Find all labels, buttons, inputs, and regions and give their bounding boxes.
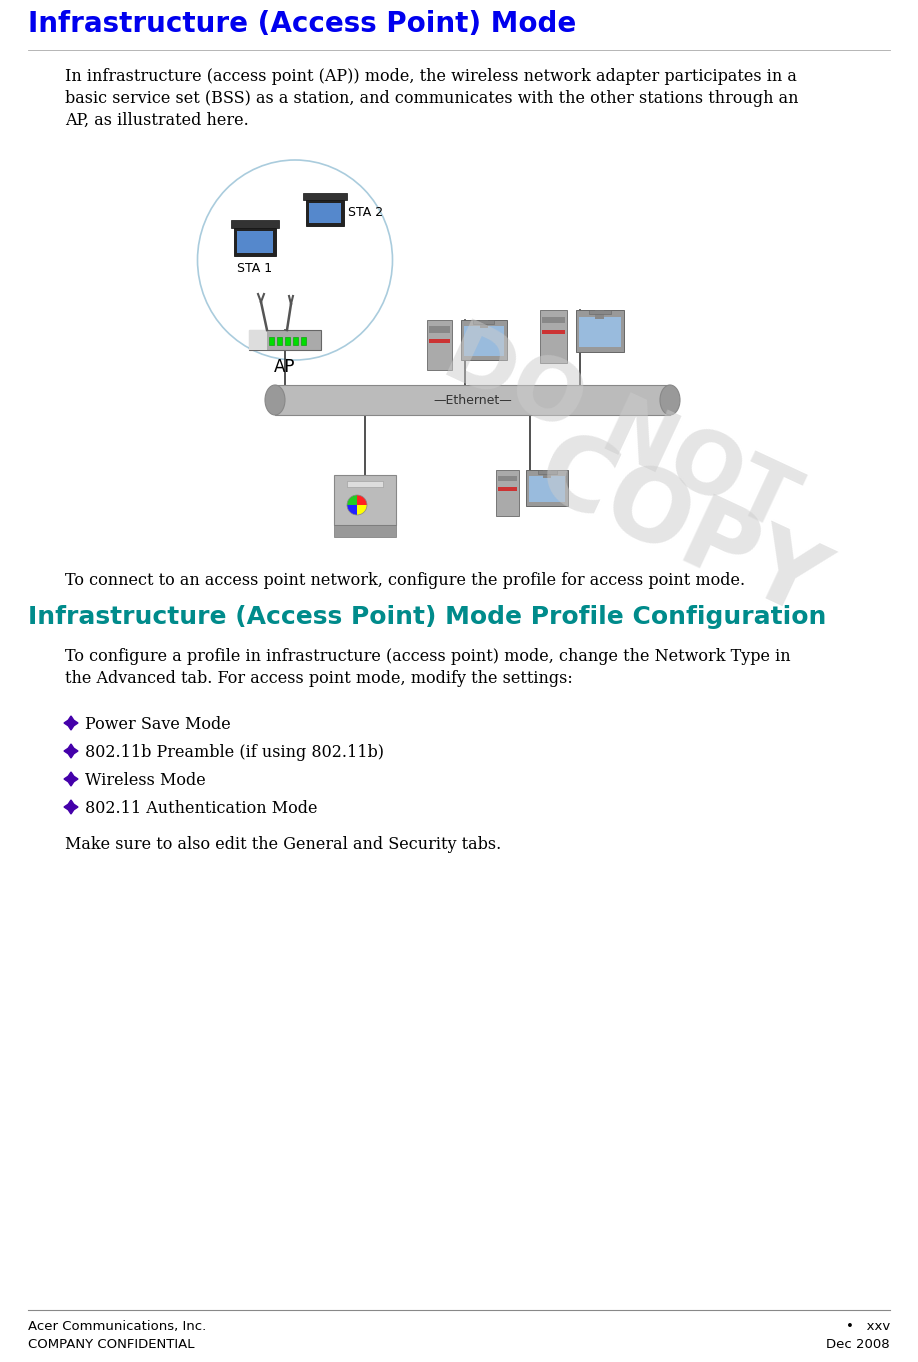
- Bar: [334, 475, 396, 524]
- Text: Acer Communications, Inc.: Acer Communications, Inc.: [28, 1320, 207, 1333]
- Bar: [529, 475, 565, 503]
- Bar: [334, 524, 396, 537]
- Bar: [538, 470, 556, 474]
- Wedge shape: [347, 505, 357, 515]
- Text: To configure a profile in infrastructure (access point) mode, change the Network: To configure a profile in infrastructure…: [65, 648, 790, 665]
- Text: 802.11 Authentication Mode: 802.11 Authentication Mode: [85, 799, 318, 817]
- Text: STA 2: STA 2: [348, 207, 383, 219]
- Bar: [234, 227, 276, 256]
- Text: Wireless Mode: Wireless Mode: [85, 772, 206, 789]
- Text: DO NOT: DO NOT: [431, 312, 809, 548]
- Bar: [526, 470, 568, 507]
- Bar: [430, 339, 451, 343]
- Text: —Ethernet—: —Ethernet—: [433, 394, 512, 406]
- Bar: [430, 327, 451, 332]
- Bar: [427, 320, 453, 370]
- Bar: [474, 320, 495, 324]
- Text: the Advanced tab. For access point mode, modify the settings:: the Advanced tab. For access point mode,…: [65, 670, 573, 686]
- Text: COPY: COPY: [521, 422, 838, 639]
- Text: STA 1: STA 1: [238, 262, 273, 275]
- Bar: [347, 481, 383, 488]
- Polygon shape: [64, 799, 78, 814]
- Bar: [303, 193, 347, 200]
- Polygon shape: [64, 772, 78, 786]
- Text: AP, as illustrated here.: AP, as illustrated here.: [65, 112, 249, 129]
- Wedge shape: [347, 494, 357, 505]
- Text: In infrastructure (access point (AP)) mode, the wireless network adapter partici: In infrastructure (access point (AP)) mo…: [65, 68, 797, 84]
- Polygon shape: [64, 744, 78, 759]
- Bar: [543, 316, 565, 323]
- Bar: [541, 311, 566, 362]
- Bar: [285, 336, 290, 345]
- Bar: [277, 336, 282, 345]
- Ellipse shape: [265, 385, 285, 415]
- Text: Infrastructure (Access Point) Mode: Infrastructure (Access Point) Mode: [28, 10, 577, 38]
- Ellipse shape: [660, 385, 680, 415]
- Text: basic service set (BSS) as a station, and communicates with the other stations t: basic service set (BSS) as a station, an…: [65, 90, 799, 108]
- Bar: [306, 200, 344, 226]
- Text: •   xxv: • xxv: [845, 1320, 890, 1333]
- Bar: [464, 327, 504, 355]
- Bar: [496, 470, 519, 516]
- Bar: [543, 470, 551, 478]
- Bar: [596, 311, 604, 319]
- Text: Infrastructure (Access Point) Mode Profile Configuration: Infrastructure (Access Point) Mode Profi…: [28, 605, 826, 629]
- Text: Make sure to also edit the General and Security tabs.: Make sure to also edit the General and S…: [65, 836, 501, 853]
- Bar: [230, 221, 279, 227]
- Bar: [249, 330, 321, 350]
- Text: To connect to an access point network, configure the profile for access point mo: To connect to an access point network, c…: [65, 572, 745, 588]
- Text: 802.11b Preamble (if using 802.11b): 802.11b Preamble (if using 802.11b): [85, 744, 384, 761]
- Wedge shape: [357, 505, 367, 515]
- Bar: [238, 232, 273, 253]
- Bar: [588, 311, 610, 315]
- Bar: [579, 316, 621, 347]
- Bar: [301, 336, 306, 345]
- Bar: [498, 488, 517, 490]
- Text: Power Save Mode: Power Save Mode: [85, 716, 230, 733]
- Text: COMPANY CONFIDENTIAL: COMPANY CONFIDENTIAL: [28, 1337, 195, 1351]
- Bar: [249, 330, 267, 350]
- Bar: [543, 330, 565, 334]
- Bar: [461, 320, 507, 360]
- Polygon shape: [64, 716, 78, 730]
- Bar: [269, 336, 274, 345]
- Bar: [293, 336, 298, 345]
- Text: Dec 2008: Dec 2008: [826, 1337, 890, 1351]
- Bar: [309, 203, 341, 223]
- Bar: [480, 320, 488, 328]
- Bar: [498, 475, 517, 481]
- Text: AP: AP: [274, 358, 296, 376]
- Bar: [275, 385, 670, 415]
- Bar: [576, 311, 624, 351]
- Wedge shape: [357, 494, 367, 505]
